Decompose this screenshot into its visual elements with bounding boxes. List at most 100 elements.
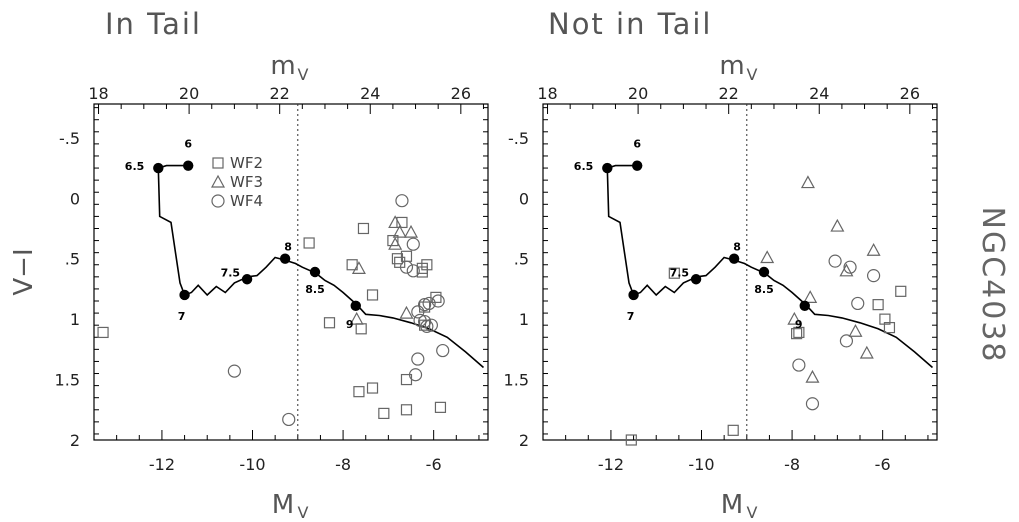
chart0-point-wf2: [357, 222, 370, 235]
chart0-y-tick-label: .5: [65, 250, 80, 269]
chart1-top-axis-label: m: [719, 51, 744, 81]
chart0-point-wf2: [400, 404, 413, 416]
chart0-x-axis-subscript: V: [298, 503, 309, 522]
chart1-age-point: [628, 289, 639, 301]
chart1-point-wf3: [830, 218, 845, 232]
chart0-point-wf4: [227, 364, 241, 378]
chart0-point-wf2: [366, 289, 379, 301]
chart1-x-tick-label: -6: [875, 455, 891, 474]
chart1-plot-frame: [542, 103, 938, 441]
chart1-point-wf3: [787, 311, 802, 325]
chart1-point-wf2: [727, 424, 739, 436]
chart0-top-axis-subscript: V: [298, 65, 309, 84]
chart0-point-wf4: [411, 305, 425, 319]
chart1-point-wf2: [791, 328, 803, 340]
chart1-age-label: 7.5: [670, 266, 690, 279]
chart1-x-axis-label: M: [721, 490, 743, 520]
chart1-age-label: 7: [627, 310, 635, 323]
chart0-y-axis-label: V−I: [9, 248, 39, 295]
chart0-top-tick-label: 18: [88, 84, 108, 103]
chart0-y-tick-label: 2: [70, 431, 80, 450]
panel-in-tail: In Tail-12 -10 -8 -618 20 22 24 26-.50.511.52M V…: [9, 7, 489, 522]
chart0-point-wf4: [408, 368, 423, 382]
chart0-point-wf4: [436, 343, 450, 358]
chart0-x-tick-label: -12: [149, 455, 175, 474]
chart1-top-tick-label: 20: [628, 84, 648, 103]
chart0-age-point: [182, 160, 194, 171]
chart0-point-wf4: [417, 314, 432, 329]
chart0-y-tick-label: -.5: [59, 129, 80, 148]
chart0-age-point: [241, 274, 253, 285]
legend-label: WF3: [230, 173, 263, 191]
chart1-top-tick-label: 24: [809, 84, 829, 103]
chart1-age-label: 8.5: [754, 283, 774, 296]
legend-marker-square: [212, 157, 224, 169]
chart0-point-wf2: [387, 234, 399, 247]
chart0-title: In Tail: [105, 7, 202, 41]
chart0-point-wf2: [366, 382, 379, 394]
chart1-point-wf3: [760, 250, 775, 264]
chart0-point-wf2: [355, 323, 367, 335]
chart0-age-label: 8: [284, 241, 292, 254]
chart1-age-point: [631, 160, 643, 171]
chart0-point-wf4: [399, 260, 414, 274]
chart1-x-tick-label: -12: [598, 455, 624, 474]
chart0-x-tick-label: -8: [335, 455, 351, 474]
chart0-point-wf2: [391, 253, 404, 265]
chart0-age-point: [153, 162, 164, 174]
chart1-point-wf3: [866, 242, 881, 256]
chart1-point-wf4: [828, 254, 842, 268]
chart1-point-wf3: [803, 290, 818, 303]
chart0-point-wf3: [351, 261, 366, 274]
chart0-age-point: [350, 300, 361, 312]
chart1-point-wf2: [883, 321, 896, 334]
chart0-point-wf2: [434, 401, 447, 413]
chart1-age-point: [728, 253, 740, 264]
chart1-age-point: [690, 274, 702, 285]
chart0-point-wf4: [406, 237, 420, 251]
chart0-age-label: 7: [178, 310, 186, 323]
chart0-point-wf4: [395, 194, 409, 208]
chart0-point-wf4: [411, 352, 425, 366]
legend-marker-circle: [211, 194, 225, 208]
chart1-age-label: 9: [795, 318, 803, 331]
chart1-age-point: [602, 162, 613, 174]
chart0-point-wf2: [378, 407, 390, 420]
chart1-point-wf4: [792, 358, 806, 372]
chart0-model-track: [157, 164, 485, 369]
chart0-top-tick-label: 24: [360, 84, 380, 103]
chart0-x-tick-label: -6: [426, 455, 442, 474]
chart1-x-tick-label: -10: [688, 455, 714, 474]
chart1-y-tick-label: -.5: [508, 129, 529, 148]
legend-label: WF4: [230, 192, 263, 210]
chart0-age-label: 8.5: [305, 283, 325, 296]
chart0-top-tick-label: 22: [269, 84, 289, 103]
chart0-point-wf2: [97, 326, 109, 339]
chart1-point-wf2: [625, 434, 637, 446]
chart1-point-wf4: [839, 334, 854, 348]
chart1-y-tick-label: 0: [519, 189, 529, 208]
chart1-point-wf2: [668, 267, 680, 279]
chart1-top-axis-subscript: V: [747, 65, 758, 84]
chart0-x-tick-label: -10: [239, 455, 265, 474]
chart0-point-wf4: [422, 296, 436, 311]
chart1-top-tick-label: 22: [718, 84, 738, 103]
chart0-age-point: [179, 289, 190, 301]
chart0-age-label: 6.5: [125, 160, 145, 173]
chart1-model-track: [606, 164, 934, 369]
chart1-age-label: 6: [633, 138, 641, 151]
chart0-point-wf4: [282, 412, 296, 427]
chart0-y-tick-label: 1: [70, 310, 80, 329]
chart1-point-wf2: [895, 285, 907, 297]
chart0-point-wf2: [416, 262, 428, 274]
chart1-age-label: 8: [733, 241, 741, 254]
chart1-title: Not in Tail: [548, 7, 712, 41]
chart1-y-tick-label: .5: [514, 250, 529, 269]
chart0-point-wf3: [388, 215, 403, 229]
chart0-point-wf3: [392, 224, 407, 238]
chart1-top-tick-label: 26: [900, 84, 920, 103]
chart0-y-tick-label: 0: [70, 189, 80, 208]
chart0-age-label: 9: [346, 318, 354, 331]
chart0-point-wf4: [406, 264, 420, 278]
